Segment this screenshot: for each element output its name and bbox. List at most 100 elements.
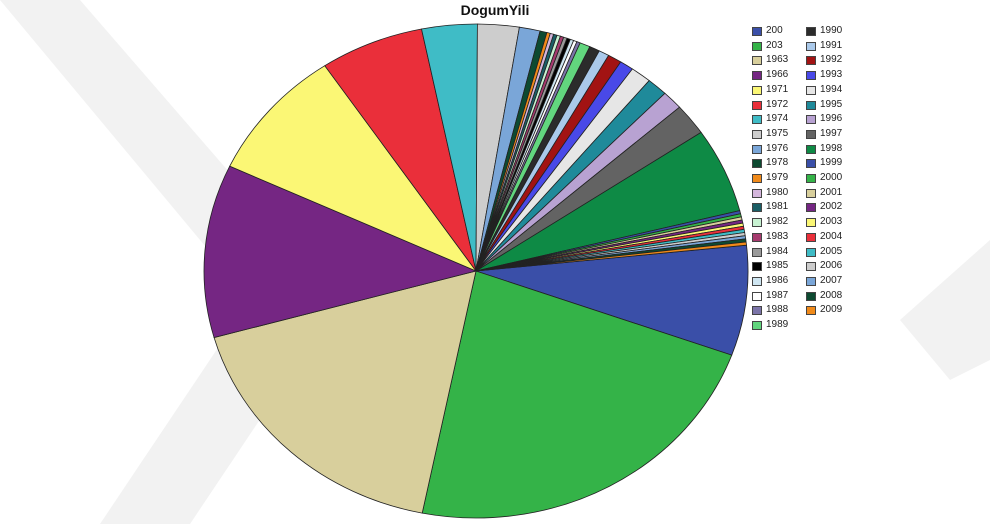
- legend-item-2005: 2005: [806, 245, 862, 260]
- pie-slice-200: [475, 244, 749, 356]
- legend-label: 1990: [820, 25, 843, 36]
- pie-slice-2009: [475, 241, 747, 272]
- legend-item-1976: 1976: [752, 142, 808, 157]
- legend-item-1992: 1992: [806, 54, 862, 68]
- legend-item-2001: 2001: [806, 186, 862, 201]
- legend-item-200: 200: [752, 25, 808, 39]
- legend-label: 1987: [766, 289, 789, 301]
- legend-item-1987: 1987: [752, 289, 808, 304]
- legend-label: 1982: [766, 216, 789, 228]
- legend-item-1989: 1989: [752, 319, 808, 333]
- legend-label: 1992: [820, 54, 843, 66]
- legend-label: 1991: [820, 39, 843, 51]
- legend-label: 2005: [820, 245, 843, 257]
- legend-item-1963: 1963: [752, 54, 808, 68]
- legend-swatch: [806, 85, 816, 95]
- legend-item-2009: 2009: [806, 304, 862, 318]
- legend-swatch: [752, 41, 762, 51]
- legend-swatch: [806, 306, 816, 316]
- legend-item-1966: 1966: [752, 69, 808, 83]
- legend-item-1985: 1985: [752, 260, 808, 274]
- legend-swatch: [806, 129, 816, 139]
- legend-swatch: [806, 27, 816, 36]
- legend-item-1978: 1978: [752, 157, 808, 171]
- legend-swatch: [806, 56, 816, 66]
- pie-slice-1971: [229, 65, 478, 272]
- legend-label: 1981: [766, 201, 789, 213]
- legend-swatch: [752, 291, 762, 301]
- legend-item-2006: 2006: [806, 260, 862, 274]
- legend-swatch: [752, 188, 762, 198]
- legend-swatch: [752, 306, 762, 316]
- legend-item-1982: 1982: [752, 216, 808, 230]
- legend-label: 2004: [820, 230, 843, 242]
- legend-label: 1978: [766, 157, 789, 169]
- legend-swatch: [806, 144, 816, 154]
- legend-item-2003: 2003: [806, 216, 862, 230]
- legend-item-203: 203: [752, 39, 808, 54]
- legend-swatch: [752, 159, 762, 169]
- legend-label: 1971: [766, 83, 789, 95]
- legend-item-2008: 2008: [806, 289, 862, 304]
- legend-item-1994: 1994: [806, 83, 862, 98]
- legend-item-2007: 2007: [806, 274, 862, 289]
- chart-title: DogumYili: [460, 2, 530, 18]
- legend-swatch: [806, 276, 816, 286]
- legend-label: 1994: [820, 83, 843, 95]
- legend-swatch: [752, 218, 762, 228]
- legend-swatch: [752, 247, 762, 257]
- legend-label: 200: [766, 25, 783, 36]
- legend-item-1995: 1995: [806, 98, 862, 113]
- legend-swatch: [752, 203, 762, 213]
- legend-item-1981: 1981: [752, 201, 808, 215]
- legend-swatch: [752, 56, 762, 66]
- legend-swatch: [806, 232, 816, 242]
- legend-swatch: [752, 232, 762, 242]
- legend-swatch: [752, 144, 762, 154]
- legend-label: 203: [766, 39, 783, 51]
- legend-label: 1985: [766, 260, 789, 272]
- legend-swatch: [806, 218, 816, 228]
- legend-item-1975: 1975: [752, 128, 808, 142]
- legend-item-1971: 1971: [752, 83, 808, 98]
- legend-swatch: [752, 115, 762, 125]
- legend-label: 1972: [766, 98, 789, 110]
- legend-item-1986: 1986: [752, 275, 808, 289]
- legend-label: 1995: [820, 98, 843, 110]
- legend-item-1972: 1972: [752, 98, 808, 113]
- legend-label: 2001: [820, 186, 843, 198]
- legend-swatch: [752, 85, 762, 95]
- legend-label: 1983: [766, 230, 789, 242]
- pie-slice-1963: [213, 270, 477, 514]
- legend-label: 1976: [766, 142, 789, 154]
- legend-label: 2002: [820, 201, 843, 213]
- legend-label: 2008: [820, 289, 843, 301]
- legend-swatch: [806, 262, 816, 272]
- legend-item-1974: 1974: [752, 113, 808, 127]
- legend-item-1990: 1990: [806, 25, 862, 39]
- legend-label: 1998: [820, 142, 843, 154]
- legend-label: 1996: [820, 113, 843, 125]
- legend-item-1991: 1991: [806, 39, 862, 54]
- legend-swatch: [806, 100, 816, 110]
- legend-label: 1979: [766, 172, 789, 183]
- legend-swatch: [806, 291, 816, 301]
- legend-item-1988: 1988: [752, 304, 808, 318]
- legend-item-1997: 1997: [806, 128, 862, 142]
- legend-label: 1993: [820, 69, 843, 81]
- legend-label: 2007: [820, 274, 843, 286]
- legend-swatch: [752, 174, 762, 183]
- legend-item-1983: 1983: [752, 230, 808, 245]
- watermark-stripe-right: [900, 240, 990, 380]
- legend-swatch: [752, 27, 762, 36]
- legend-item-1996: 1996: [806, 113, 862, 127]
- legend-swatch: [752, 129, 762, 139]
- legend-label: 1999: [820, 157, 843, 169]
- legend-swatch: [752, 100, 762, 110]
- legend-item-2000: 2000: [806, 172, 862, 186]
- legend-swatch: [806, 174, 816, 183]
- legend-swatch: [752, 71, 762, 81]
- legend-item-1999: 1999: [806, 157, 862, 171]
- pie-slice-203: [421, 270, 733, 519]
